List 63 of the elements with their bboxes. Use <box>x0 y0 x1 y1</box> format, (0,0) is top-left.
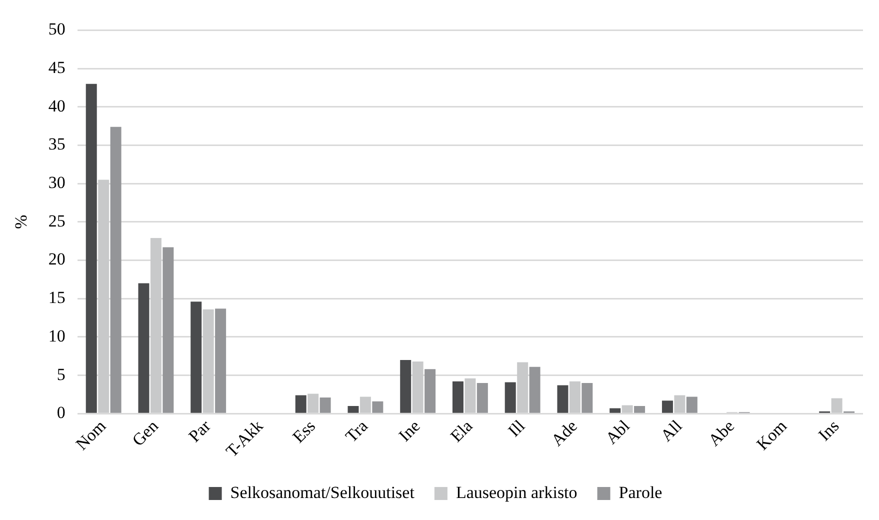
bar <box>190 302 202 413</box>
bar <box>348 406 359 413</box>
x-tick-label: Kom <box>752 416 790 454</box>
bar <box>529 366 540 413</box>
bar <box>464 378 476 413</box>
bar <box>569 381 580 413</box>
bar <box>320 398 331 413</box>
x-tick-label: Ela <box>446 416 477 446</box>
bar <box>582 382 593 413</box>
y-tick-label: 25 <box>48 211 66 230</box>
bar <box>372 401 384 413</box>
x-tick-label: Ade <box>547 416 581 450</box>
bar <box>831 398 842 413</box>
x-tick-label: Gen <box>128 416 162 450</box>
bar <box>150 238 162 413</box>
y-tick-label: 40 <box>48 96 66 116</box>
x-tick-label: Ins <box>814 416 843 445</box>
x-tick-label: Ess <box>288 416 320 447</box>
bar <box>662 400 673 413</box>
y-tick-label: 50 <box>48 20 66 39</box>
bar <box>557 385 568 413</box>
bar <box>86 84 97 413</box>
bar <box>110 126 122 413</box>
y-tick-label: 10 <box>48 326 66 346</box>
bar <box>162 247 174 413</box>
y-tick-label: 35 <box>48 134 66 154</box>
x-tick-label: Ine <box>395 416 424 446</box>
bar <box>476 382 488 413</box>
x-tick-label: Par <box>184 416 215 446</box>
x-tick-label: Abe <box>704 416 738 450</box>
y-tick-label: 15 <box>48 288 66 308</box>
bar <box>504 382 516 413</box>
bar <box>424 369 436 413</box>
x-tick-label: All <box>656 416 686 446</box>
y-tick-label: 45 <box>48 58 66 78</box>
legend-label: Lauseopin arkisto <box>456 482 578 502</box>
bar <box>674 395 686 413</box>
legend-label: Parole <box>618 482 662 502</box>
bar <box>360 396 371 413</box>
x-tick-label: Nom <box>72 416 110 454</box>
x-tick-label: Abl <box>602 416 634 448</box>
bar <box>98 180 110 413</box>
bar <box>308 394 319 413</box>
y-tick-label: 30 <box>48 173 66 192</box>
bar <box>412 361 424 413</box>
y-tick-label: 5 <box>56 364 66 384</box>
bar <box>634 406 646 413</box>
y-tick-label: 0 <box>56 403 66 422</box>
bar <box>400 360 412 413</box>
legend-label: Selkosanomat/Selkouutiset <box>230 482 415 502</box>
bar <box>610 408 621 413</box>
bar <box>686 396 698 413</box>
bar <box>622 405 633 413</box>
x-tick-label: Ill <box>504 416 529 441</box>
x-tick-label: Tra <box>342 416 372 446</box>
y-tick-label: 20 <box>48 250 66 269</box>
bar <box>215 308 226 413</box>
y-axis-title: % <box>12 214 31 229</box>
bar <box>202 309 214 413</box>
bar <box>517 362 528 413</box>
bar <box>452 381 464 413</box>
bar <box>138 283 150 413</box>
bar <box>295 395 306 413</box>
